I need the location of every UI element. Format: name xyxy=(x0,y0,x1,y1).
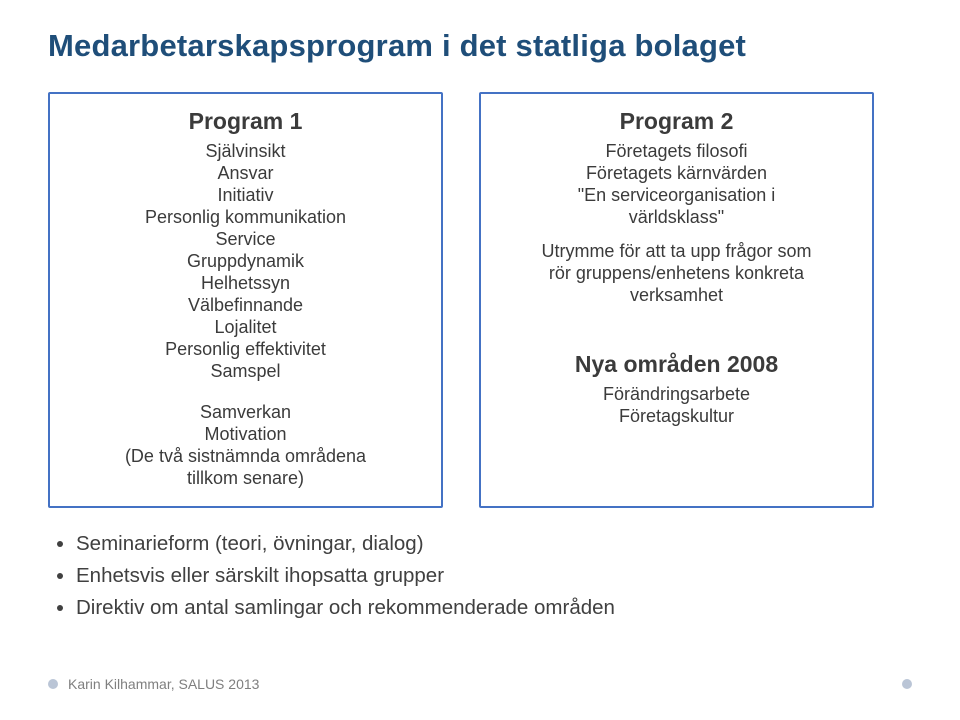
list-item: Gruppdynamik xyxy=(187,251,304,273)
list-item: Helhetssyn xyxy=(201,273,290,295)
bullet-item: Direktiv om antal samlingar och rekommen… xyxy=(76,592,912,624)
list-item: Självinsikt xyxy=(205,141,285,163)
footer-dot-icon xyxy=(48,679,58,689)
program-1-box: Program 1 Självinsikt Ansvar Initiativ P… xyxy=(48,92,443,508)
program-2-block-1: Företagets filosofi Företagets kärnvärde… xyxy=(493,141,860,229)
list-item: Utrymme för att ta upp frågor som xyxy=(541,241,811,263)
program-2-subhead: Nya områden 2008 xyxy=(493,351,860,378)
list-item: Förändringsarbete xyxy=(603,384,750,406)
list-item: Ansvar xyxy=(217,163,273,185)
list-item: Företagets kärnvärden xyxy=(586,163,767,185)
program-1-list-1: Självinsikt Ansvar Initiativ Personlig k… xyxy=(62,141,429,382)
program-2-box: Program 2 Företagets filosofi Företagets… xyxy=(479,92,874,508)
list-item: Företagskultur xyxy=(619,406,734,428)
list-item: Initiativ xyxy=(217,185,273,207)
footer-dot-icon xyxy=(902,679,912,689)
program-2-block-2: Utrymme för att ta upp frågor som rör gr… xyxy=(493,241,860,307)
bullet-item: Seminarieform (teori, övningar, dialog) xyxy=(76,528,912,560)
list-item: Motivation xyxy=(204,424,286,446)
list-item: Personlig kommunikation xyxy=(145,207,346,229)
bullet-item: Enhetsvis eller särskilt ihopsatta grupp… xyxy=(76,560,912,592)
list-item: Personlig effektivitet xyxy=(165,339,326,361)
list-item: Samverkan xyxy=(200,402,291,424)
program-1-list-2: Samverkan Motivation (De två sistnämnda … xyxy=(62,402,429,490)
program-1-title: Program 1 xyxy=(62,108,429,135)
slide: Medarbetarskapsprogram i det statliga bo… xyxy=(0,0,960,720)
list-item: rör gruppens/enhetens konkreta xyxy=(549,263,804,285)
list-item: Samspel xyxy=(210,361,280,383)
list-item: (De två sistnämnda områdena xyxy=(125,446,366,468)
page-title: Medarbetarskapsprogram i det statliga bo… xyxy=(48,28,912,64)
list-item: världsklass" xyxy=(629,207,724,229)
footer: Karin Kilhammar, SALUS 2013 xyxy=(0,676,960,692)
program-2-title: Program 2 xyxy=(493,108,860,135)
columns: Program 1 Självinsikt Ansvar Initiativ P… xyxy=(48,92,912,508)
bullet-list: Seminarieform (teori, övningar, dialog) … xyxy=(48,528,912,623)
list-item: tillkom senare) xyxy=(187,468,304,490)
program-2-block-3: Förändringsarbete Företagskultur xyxy=(493,384,860,428)
list-item: Företagets filosofi xyxy=(605,141,747,163)
list-item: "En serviceorganisation i xyxy=(578,185,776,207)
list-item: verksamhet xyxy=(630,285,723,307)
list-item: Välbefinnande xyxy=(188,295,303,317)
list-item: Service xyxy=(215,229,275,251)
list-item: Lojalitet xyxy=(214,317,276,339)
footer-text: Karin Kilhammar, SALUS 2013 xyxy=(68,676,259,692)
